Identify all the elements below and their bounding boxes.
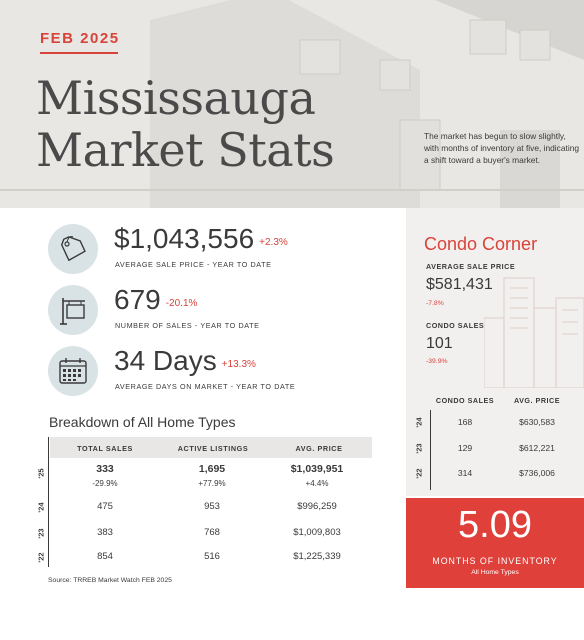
cell-total-sales: 333 <box>96 463 114 475</box>
stat-days-on-market: 34 Days +13.3% AVERAGE DAYS ON MARKET - Y… <box>48 346 398 398</box>
stat-average-sale-price: $1,043,556 +2.3% AVERAGE SALE PRICE - YEA… <box>48 224 398 276</box>
stat-number-of-sales: 679 -20.1% NUMBER OF SALES - YEAR TO DATE <box>48 285 398 337</box>
row-year: '24 <box>36 502 46 513</box>
cell-active-listings: 768 <box>204 527 220 538</box>
header-active-listings: ACTIVE LISTINGS <box>177 444 249 453</box>
cell-avg-price: $996,259 <box>297 501 337 512</box>
inventory-value: 5.09 <box>458 504 532 546</box>
cell-active-listings: 953 <box>204 501 220 512</box>
house-background-illustration <box>0 0 584 208</box>
stat-icon-circle <box>48 224 98 274</box>
cell-total-sales: 475 <box>97 501 113 512</box>
header-total-sales: TOTAL SALES <box>77 444 133 453</box>
breakdown-title: Breakdown of All Home Types <box>49 414 236 430</box>
hero-banner: FEB 2025 Mississauga Market Stats The ma… <box>0 0 584 208</box>
inventory-label: MONTHS OF INVENTORY <box>432 556 558 566</box>
page-title: Mississauga Market Stats <box>36 71 335 177</box>
row-year: '22 <box>36 552 46 563</box>
condo-corner-panel: Condo Corner AVERAGE SALE PRICE $581,431… <box>406 208 584 496</box>
condo-title: Condo Corner <box>424 234 538 254</box>
condo-sales: 101 <box>426 335 453 352</box>
stat-change: +13.3% <box>221 359 256 370</box>
condo-cell-sales: 314 <box>457 468 473 478</box>
report-month: FEB 2025 <box>40 30 120 47</box>
condo-cell-price: $630,583 <box>519 417 555 427</box>
calendar-icon <box>59 358 87 384</box>
cell-sales-change: -29.9% <box>92 479 118 488</box>
cell-avg-price: $1,039,951 <box>290 463 344 475</box>
stat-icon-circle <box>48 346 98 396</box>
cell-total-sales: 383 <box>97 527 113 538</box>
condo-cell-price: $612,221 <box>519 443 555 453</box>
row-year: '23 <box>36 528 46 539</box>
inventory-sublabel: All Home Types <box>471 569 519 576</box>
accent-rule <box>40 52 118 54</box>
condo-sales-change: -39.9% <box>426 358 448 365</box>
condo-header-sales: CONDO SALES <box>435 396 495 405</box>
cell-total-sales: 854 <box>97 551 113 562</box>
row-year: '25 <box>36 468 46 479</box>
cell-active-listings: 516 <box>204 551 220 562</box>
row-year: '23 <box>414 443 424 454</box>
condo-avg-price-change: -7.8% <box>426 300 444 307</box>
stat-label: NUMBER OF SALES - YEAR TO DATE <box>115 321 260 330</box>
condo-header-price: AVG. PRICE <box>513 396 560 405</box>
stat-value: 34 Days +13.3% <box>114 345 256 376</box>
row-year: '22 <box>414 468 424 479</box>
stat-label: AVERAGE DAYS ON MARKET - YEAR TO DATE <box>115 382 296 391</box>
condo-sales-label: CONDO SALES <box>426 321 485 330</box>
header-avg-price: AVG. PRICE <box>295 444 343 453</box>
stat-value: $1,043,556 +2.3% <box>114 223 288 254</box>
condo-table-axis-line <box>430 410 431 490</box>
condo-cell-sales: 168 <box>457 417 473 427</box>
table-header: TOTAL SALES ACTIVE LISTINGS AVG. PRICE <box>50 437 372 458</box>
cell-avg-price: $1,225,339 <box>293 551 341 562</box>
cell-avg-price: $1,009,803 <box>293 527 341 538</box>
months-of-inventory-box: 5.09 MONTHS OF INVENTORY All Home Types <box>406 498 584 588</box>
cell-price-change: +4.4% <box>305 479 329 488</box>
stat-label: AVERAGE SALE PRICE - YEAR TO DATE <box>115 260 272 269</box>
table-axis-line <box>48 437 49 567</box>
row-year: '24 <box>414 417 424 428</box>
sold-sign-icon <box>60 298 85 325</box>
cell-listings-change: +77.9% <box>198 479 226 488</box>
condo-avg-price: $581,431 <box>426 276 493 293</box>
cell-active-listings: 1,695 <box>198 463 226 475</box>
price-tag-icon <box>60 236 86 262</box>
stat-change: -20.1% <box>165 298 198 309</box>
city-skyline-illustration <box>484 277 584 388</box>
source-note: Source: TRREB Market Watch FEB 2025 <box>48 577 172 584</box>
condo-cell-price: $736,006 <box>519 468 555 478</box>
stat-value: 679 -20.1% <box>114 284 198 315</box>
condo-avg-price-label: AVERAGE SALE PRICE <box>426 262 516 271</box>
stat-change: +2.3% <box>259 237 288 248</box>
stat-icon-circle <box>48 285 98 335</box>
condo-cell-sales: 129 <box>457 443 473 453</box>
market-summary: The market has begun to slow slightly, w… <box>424 131 580 165</box>
